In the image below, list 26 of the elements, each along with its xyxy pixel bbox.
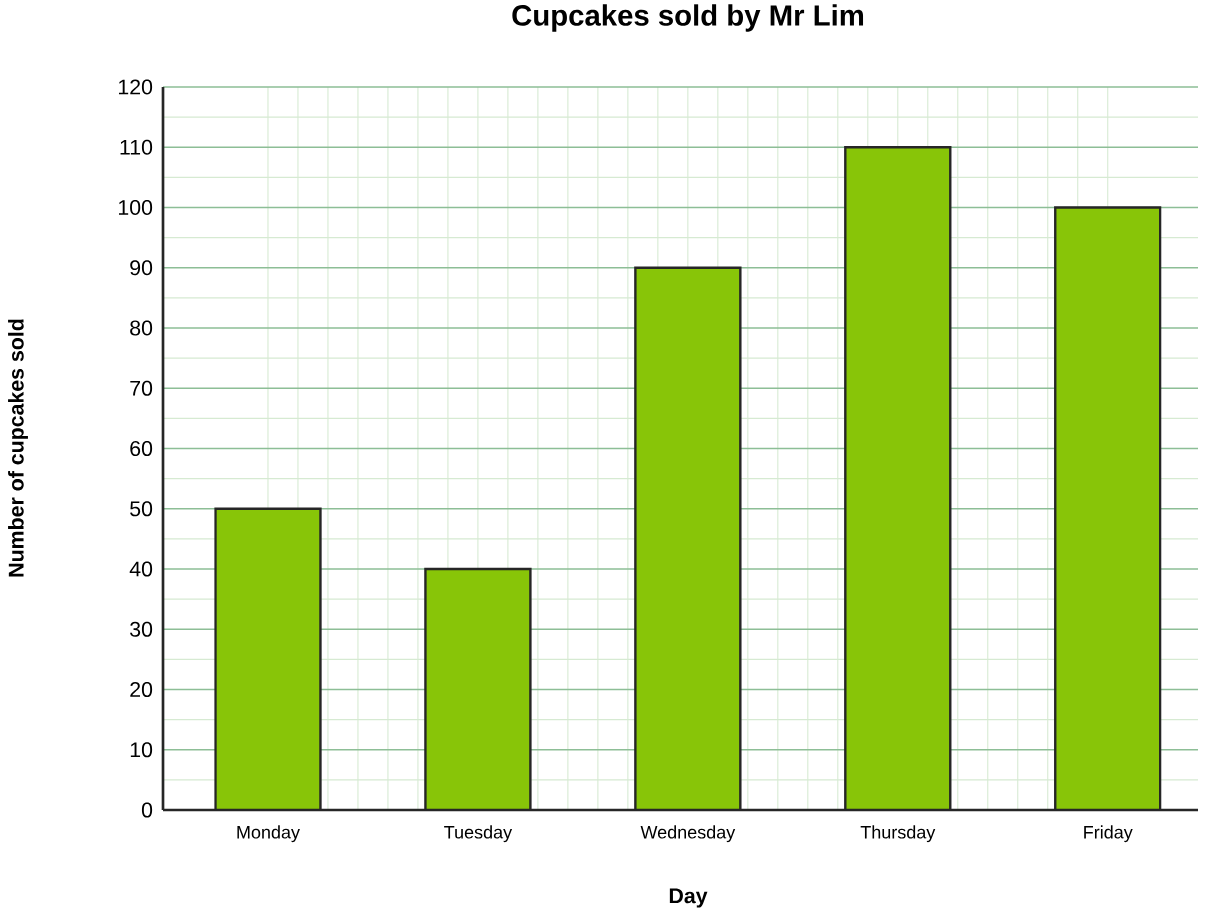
y-tick-label: 120 (119, 79, 153, 95)
bar (635, 267, 741, 810)
bar (845, 147, 951, 810)
x-tick-label: Monday (237, 825, 300, 843)
y-tick-label: 20 (130, 681, 153, 698)
x-axis-title: Day (669, 888, 708, 908)
y-tick-label: 30 (130, 621, 153, 637)
x-tick-label: Wednesday (640, 825, 736, 843)
x-tick-label: Thursday (860, 825, 936, 843)
y-tick-label: 100 (119, 199, 153, 216)
y-tick-label: 110 (120, 139, 153, 155)
y-tick-label: 80 (130, 320, 153, 336)
y-tick-label: 40 (129, 561, 153, 577)
chart-title: Cupcakes sold by Mr Lim (512, 4, 864, 32)
x-tick-label: Tuesday (444, 825, 513, 843)
y-tick-label: 50 (130, 501, 153, 517)
bar (425, 569, 531, 810)
y-tick-label: 70 (130, 380, 153, 396)
x-tick-label: Friday (1084, 825, 1133, 843)
bar (1054, 206, 1162, 810)
y-axis-title: Number of cupcakes sold (8, 319, 28, 577)
y-tick-label: 90 (130, 260, 153, 276)
bar (215, 508, 321, 810)
y-tick-label: 60 (130, 440, 153, 457)
y-tick-label: 0 (141, 802, 153, 818)
y-tick-label: 10 (130, 742, 153, 758)
